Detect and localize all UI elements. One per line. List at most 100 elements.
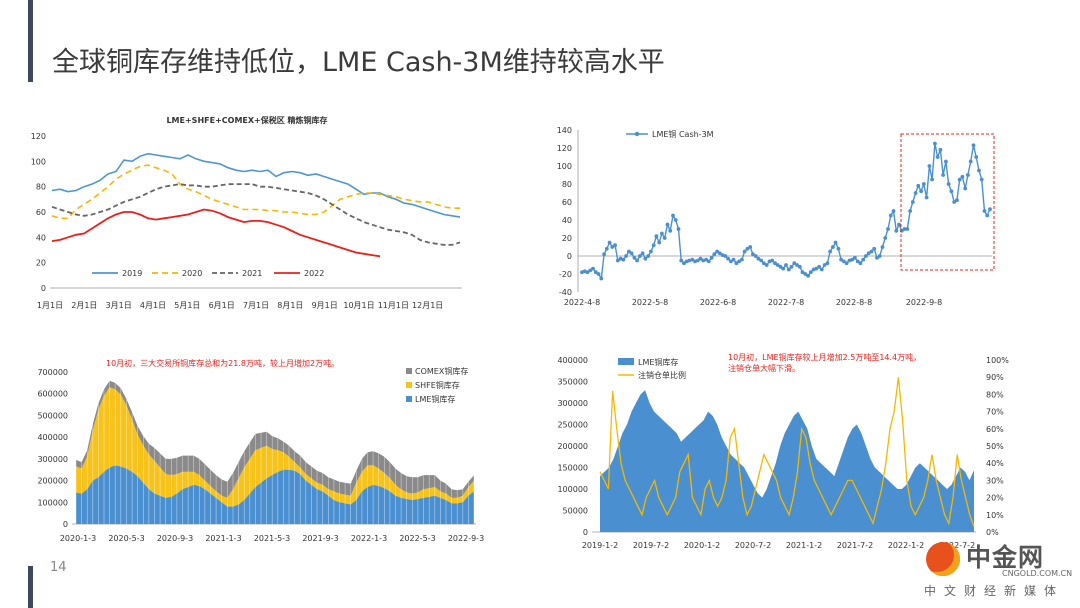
y2-tick-label: 0%: [986, 528, 999, 537]
data-point: [825, 261, 830, 266]
data-point: [858, 261, 863, 266]
legend-swatch-2: [406, 396, 412, 402]
data-point: [831, 245, 835, 249]
data-point: [938, 147, 943, 152]
y2-tick-label: 30%: [986, 476, 1004, 485]
y2-tick-label: 90%: [986, 373, 1004, 382]
data-point: [908, 209, 912, 213]
data-point: [944, 159, 948, 164]
data-point: [949, 189, 954, 194]
left-accent-bar: [28, 0, 33, 82]
data-point: [963, 186, 968, 191]
y-tick-label: 40: [562, 216, 572, 225]
series-line-cash-3m: [581, 143, 991, 281]
x-tick-label: 2022-9-3: [448, 534, 484, 543]
x-tick-label: 2022-6-8: [700, 298, 736, 307]
data-point: [679, 258, 684, 263]
data-point: [706, 259, 711, 264]
y-tick-label: 200000: [557, 442, 588, 451]
x-tick-label: 2022-1-2: [888, 541, 924, 550]
data-point: [759, 258, 764, 263]
data-point: [602, 252, 606, 257]
data-point: [638, 254, 642, 258]
legend-label-2019: 2019: [122, 269, 142, 278]
x-tick-label: 2022-5-3: [399, 534, 435, 543]
y-tick-label: 100: [557, 162, 572, 171]
data-point: [833, 240, 838, 245]
data-point: [621, 257, 626, 262]
data-point: [971, 143, 976, 148]
data-point: [921, 182, 926, 186]
x-tick-label: 4月1日: [140, 301, 166, 310]
data-point: [588, 268, 593, 273]
logo-url: CNGOLD.COM.CN: [1002, 569, 1073, 578]
data-point: [604, 246, 609, 251]
data-point: [817, 264, 821, 269]
legend-label-lme: LME铜库存: [638, 357, 678, 367]
data-point: [924, 195, 929, 200]
x-tick-label: 2022-4-8: [564, 298, 600, 307]
legend-label-2020: 2020: [182, 269, 202, 278]
data-point: [955, 198, 959, 203]
y-tick-label: 0: [567, 252, 572, 261]
legend-label-2: LME铜库存: [415, 394, 455, 404]
y2-tick-label: 70%: [986, 408, 1004, 417]
y2-tick-label: 60%: [986, 425, 1004, 434]
y2-tick-label: 20%: [986, 494, 1004, 503]
y-tick-label: 60: [562, 198, 572, 207]
page-title: 全球铜库存维持低位，LME Cash-3M维持较高水平: [52, 47, 665, 78]
y-tick-label: 200000: [37, 477, 68, 486]
data-point: [646, 254, 651, 258]
data-point: [894, 228, 899, 233]
x-tick-label: 2022-5-8: [632, 298, 668, 307]
x-tick-label: 2020-1-3: [60, 534, 96, 543]
data-point: [861, 257, 866, 262]
y-tick-label: 0: [63, 520, 68, 529]
logo-name: 中金网: [966, 543, 1045, 572]
brand-logo: 中金网 CNGOLD.COM.CN 中文财经新媒体: [918, 538, 1078, 604]
x-tick-label: 2019-7-2: [633, 541, 669, 550]
data-point: [635, 258, 639, 263]
data-point: [836, 246, 841, 251]
annotation-line-2: 注销仓单大幅下滑。: [728, 363, 800, 373]
x-tick-label: 2022-7-8: [768, 298, 804, 307]
data-point: [872, 246, 877, 251]
y2-tick-label: 40%: [986, 459, 1004, 468]
x-tick-label: 10月1日: [343, 301, 374, 310]
data-point: [668, 228, 673, 233]
x-tick-label: 2021-1-3: [205, 534, 241, 543]
area-lme: [76, 465, 474, 524]
data-point: [839, 257, 843, 262]
data-point: [596, 272, 601, 276]
y-tick-label: 120: [557, 144, 572, 153]
data-point: [632, 255, 637, 260]
data-point: [946, 182, 951, 186]
data-point: [671, 213, 675, 218]
data-point: [966, 173, 970, 177]
data-point: [850, 257, 855, 262]
x-tick-label: 2020-5-3: [108, 534, 144, 543]
x-tick-label: 3月1日: [106, 301, 132, 310]
series-line-2020: [51, 164, 460, 220]
y-tick-label: 250000: [557, 421, 588, 430]
data-point: [729, 259, 733, 264]
data-point: [651, 243, 656, 248]
data-point: [842, 259, 846, 264]
data-point: [624, 254, 628, 258]
data-point: [800, 270, 805, 275]
logo-icon: [926, 542, 960, 576]
x-tick-label: 9月1日: [312, 301, 338, 310]
y2-tick-label: 50%: [986, 442, 1004, 451]
data-point: [770, 258, 775, 263]
data-point: [795, 263, 799, 267]
data-point: [977, 168, 981, 173]
data-point: [585, 270, 590, 275]
legend-label-2022: 2022: [304, 269, 324, 278]
y-tick-label: 20: [36, 259, 46, 268]
y-tick-label: 600000: [37, 390, 68, 399]
y-tick-label: 40: [36, 233, 46, 242]
data-point: [866, 251, 871, 256]
data-point: [717, 251, 722, 256]
area-shfe: [76, 387, 474, 507]
data-point: [974, 155, 979, 159]
